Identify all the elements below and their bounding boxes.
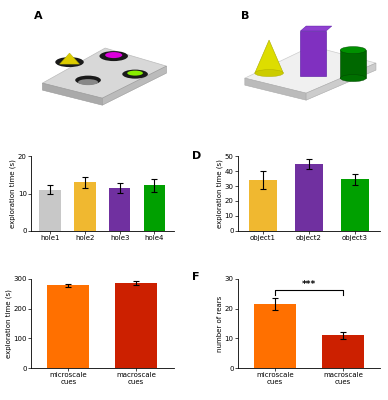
Polygon shape [42,83,102,105]
Bar [115,284,157,368]
Text: D: D [192,150,201,160]
Polygon shape [102,66,166,105]
Ellipse shape [99,51,128,61]
Ellipse shape [122,70,148,79]
Polygon shape [300,26,332,31]
Bar [249,180,277,231]
Y-axis label: exploration time (s): exploration time (s) [5,289,12,358]
Bar [322,335,364,368]
Text: ***: *** [302,280,316,289]
Polygon shape [255,40,283,73]
Text: B: B [241,11,249,21]
Bar [341,180,369,231]
Bar [340,50,366,78]
Ellipse shape [55,57,84,67]
Y-axis label: exploration time (s): exploration time (s) [217,159,223,228]
Bar [40,190,61,231]
Text: F: F [192,272,199,282]
Polygon shape [59,53,80,64]
Ellipse shape [127,71,143,76]
Ellipse shape [255,70,283,77]
Polygon shape [245,46,376,93]
FancyBboxPatch shape [300,31,326,76]
Bar [109,188,130,231]
Polygon shape [245,78,306,100]
Ellipse shape [340,75,366,82]
Y-axis label: exploration time (s): exploration time (s) [10,159,16,228]
Ellipse shape [340,46,366,54]
Ellipse shape [105,52,122,58]
Y-axis label: number of rears: number of rears [217,295,223,352]
Bar [295,164,323,231]
Bar [254,304,296,368]
Ellipse shape [78,79,98,85]
Bar [74,182,96,231]
Polygon shape [42,48,166,98]
Ellipse shape [75,76,101,85]
Polygon shape [306,63,376,100]
Text: A: A [34,11,43,21]
Bar [144,186,165,231]
Bar [47,286,89,368]
